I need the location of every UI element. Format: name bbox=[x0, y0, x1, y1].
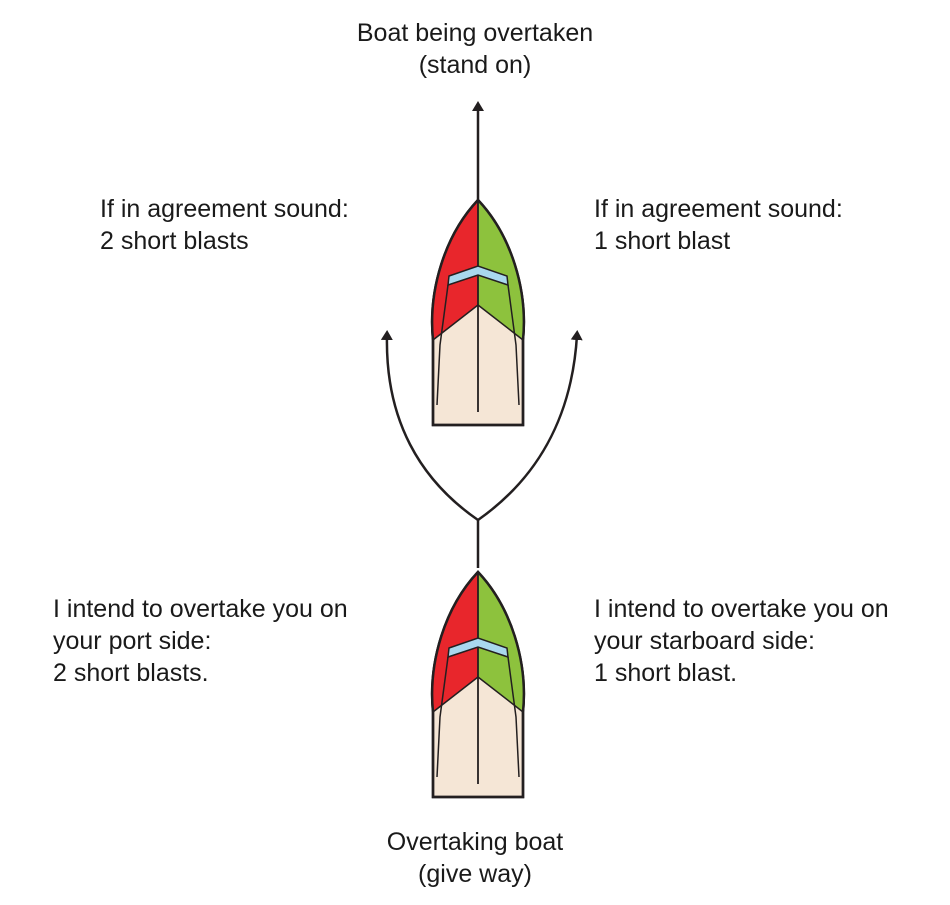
starboard-side-arrow bbox=[477, 330, 583, 522]
stand-on-subtitle: (stand on) bbox=[418, 51, 532, 79]
intend-port-label: I intend to overtake you on your port si… bbox=[53, 593, 348, 689]
give-way-boat-label: Overtaking boat (give way) bbox=[300, 826, 650, 890]
starboard-bow bbox=[478, 572, 524, 712]
port-bow bbox=[432, 200, 478, 340]
stand-on-boat bbox=[430, 198, 526, 427]
agree-port-line1: If in agreement sound: bbox=[100, 195, 349, 223]
agree-starboard-label: If in agreement sound: 1 short blast bbox=[594, 193, 843, 257]
intend-starboard-line2: your starboard side: bbox=[594, 627, 815, 655]
stand-on-title: Boat being overtaken bbox=[356, 19, 594, 47]
give-way-boat bbox=[430, 570, 526, 799]
hull-outline bbox=[430, 198, 526, 427]
agree-starboard-line1: If in agreement sound: bbox=[594, 195, 843, 223]
agree-port-label: If in agreement sound: 2 short blasts bbox=[100, 193, 349, 257]
intend-starboard-line3: 1 short blast. bbox=[594, 659, 738, 687]
hull-outline bbox=[430, 570, 526, 799]
intend-port-line1: I intend to overtake you on bbox=[53, 595, 348, 623]
stand-on-boat-label: Boat being overtaken (stand on) bbox=[300, 17, 650, 81]
intend-starboard-line1: I intend to overtake you on bbox=[594, 595, 889, 623]
give-way-subtitle: (give way) bbox=[418, 860, 532, 888]
port-bow bbox=[432, 572, 478, 712]
starboard-bow bbox=[478, 200, 524, 340]
port-side-arrow bbox=[380, 330, 479, 522]
give-way-title: Overtaking boat bbox=[386, 828, 564, 856]
intend-port-line3: 2 short blasts. bbox=[53, 659, 209, 687]
intend-starboard-label: I intend to overtake you on your starboa… bbox=[594, 593, 889, 689]
agree-starboard-line2: 1 short blast bbox=[594, 227, 731, 255]
intend-port-line2: your port side: bbox=[53, 627, 212, 655]
agree-port-line2: 2 short blasts bbox=[100, 227, 249, 255]
